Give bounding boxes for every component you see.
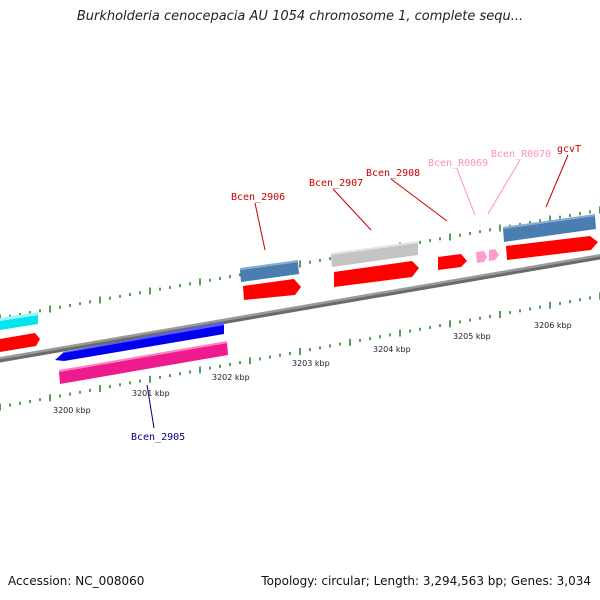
topology-summary: Topology: circular; Length: 3,294,563 bp… [261,574,591,588]
scale-label-3201: 3201 kbp [132,389,170,398]
cds-red-left[interactable] [0,333,40,352]
scale-label-3200: 3200 kbp [53,406,91,415]
cds-bcen-2905[interactable] [59,341,228,384]
label-gcvt[interactable]: gcvT [557,144,581,155]
rna-bcen-r0069[interactable] [476,251,487,263]
accession-text: Accession: NC_008060 [8,574,145,588]
label-connectors [146,154,569,429]
label-bcen-2906[interactable]: Bcen_2906 [231,192,285,203]
gene-gcvt[interactable] [503,214,596,242]
cds-gcvt[interactable] [506,236,598,260]
cds-bcen-2906[interactable] [243,279,301,300]
label-bcen-2908[interactable]: Bcen_2908 [366,168,420,179]
scale-label-3204: 3204 kbp [373,345,411,354]
chromosome-backbone [0,254,600,363]
scale-label-3202: 3202 kbp [212,373,250,382]
rna-bcen-r0070[interactable] [489,249,499,261]
map-title: Burkholderia cenocepacia AU 1054 chromos… [76,9,524,24]
scale-label-3205: 3205 kbp [453,332,491,341]
gene-bcen-2905[interactable] [55,322,224,361]
cds-bcen-2908[interactable] [438,254,467,270]
label-bcen-r0069[interactable]: Bcen_R0069 [428,158,488,169]
label-bcen-2907[interactable]: Bcen_2907 [309,178,363,189]
label-bcen-r0070[interactable]: Bcen_R0070 [491,149,551,160]
gene-bcen-2906[interactable] [240,260,299,282]
gene-bcen-2907[interactable] [331,241,418,267]
cds-bcen-2907[interactable] [334,261,419,287]
scale-label-3203: 3203 kbp [292,359,330,368]
scale-label-3206: 3206 kbp [534,321,572,330]
label-bcen-2905[interactable]: Bcen_2905 [131,432,185,443]
gene-cyan-left[interactable] [0,312,38,330]
